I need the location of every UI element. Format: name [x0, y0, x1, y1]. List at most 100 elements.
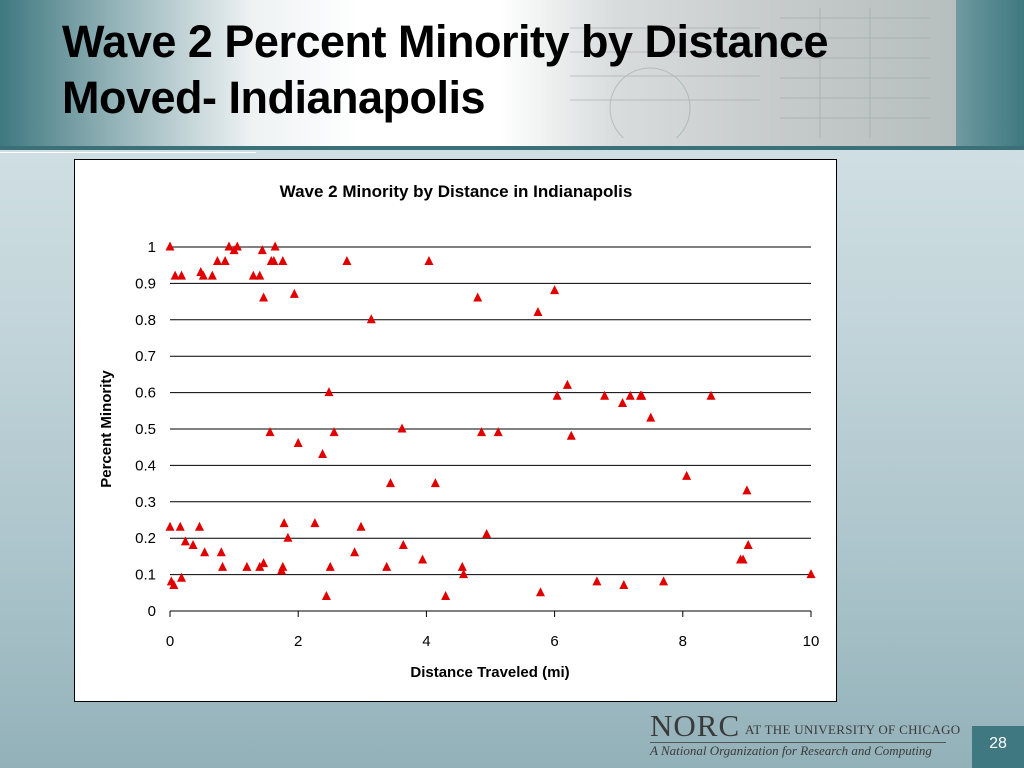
data-point [738, 554, 748, 564]
data-point [321, 590, 331, 600]
slide-title-line-1: Wave 2 Percent Minority by Distance [62, 16, 829, 67]
x-tick-label: 4 [422, 633, 430, 650]
header-collage-image [500, 0, 960, 146]
data-point [482, 529, 492, 539]
data-point [493, 427, 503, 437]
y-tick-label: 0.6 [135, 385, 156, 402]
data-point [742, 485, 752, 495]
y-axis-ticks: 0 0.1 0.2 0.3 0.4 0.5 0.6 0.7 0.8 0.9 1 [135, 239, 156, 620]
data-point [430, 478, 440, 488]
data-point [637, 390, 647, 400]
data-point [218, 561, 228, 571]
data-point [259, 292, 269, 302]
data-point [310, 518, 320, 528]
data-point [188, 539, 198, 549]
y-tick-label: 0.5 [135, 421, 156, 438]
data-point [216, 547, 226, 557]
slide-header: Wave 2 Percent Minority by Distance Move… [0, 0, 1024, 146]
data-point [550, 285, 560, 295]
data-point [165, 241, 175, 251]
y-tick-label: 0.7 [135, 348, 156, 365]
data-point [441, 590, 451, 600]
data-point [200, 547, 210, 557]
y-tick-label: 0.9 [135, 275, 156, 292]
data-point [170, 270, 180, 280]
gridlines [170, 246, 811, 576]
header-right-bar [956, 0, 1024, 146]
data-point [293, 438, 303, 448]
data-point [659, 576, 669, 586]
header-divider [0, 146, 1024, 150]
data-point [350, 547, 360, 557]
slide-title-line-2: Moved- Indianapolis [62, 72, 486, 123]
chart-title: Wave 2 Minority by Distance in Indianapo… [280, 182, 633, 201]
data-point [257, 245, 267, 255]
data-point [356, 521, 366, 531]
norc-tagline: A National Organization for Research and… [650, 743, 932, 758]
data-point [625, 390, 635, 400]
data-point [278, 256, 288, 266]
header-collage-lines [570, 8, 930, 138]
data-point [224, 241, 234, 251]
page-number: 28 [972, 726, 1024, 768]
data-point [592, 576, 602, 586]
data-point [165, 521, 175, 531]
scatter-plot: Wave 2 Minority by Distance in Indianapo… [98, 182, 820, 681]
data-point [473, 292, 483, 302]
data-point [618, 398, 628, 408]
data-point [289, 288, 299, 298]
data-point [533, 307, 543, 317]
data-markers [165, 241, 816, 600]
data-point [398, 539, 408, 549]
data-point [706, 390, 716, 400]
data-point [562, 379, 572, 389]
data-point [255, 270, 265, 280]
data-point [566, 430, 576, 440]
header-gradient [0, 0, 360, 146]
data-point [169, 580, 179, 590]
x-tick-label: 2 [294, 633, 302, 650]
data-point [198, 270, 208, 280]
data-point [366, 314, 376, 324]
data-point [177, 270, 187, 280]
data-point [248, 270, 258, 280]
y-tick-label: 0.8 [135, 312, 156, 329]
x-tick-label: 6 [550, 633, 558, 650]
data-point [180, 536, 190, 546]
data-point [743, 539, 753, 549]
data-point [397, 423, 407, 433]
data-point [342, 256, 352, 266]
data-point [477, 427, 487, 437]
y-tick-label: 1 [148, 239, 156, 256]
y-tick-label: 0.2 [135, 530, 156, 547]
data-point [283, 532, 293, 542]
data-point [806, 569, 816, 579]
data-point [552, 390, 562, 400]
data-point [386, 478, 396, 488]
data-point [329, 427, 339, 437]
data-point [278, 561, 288, 571]
x-tick-label: 8 [679, 633, 687, 650]
data-point [265, 427, 275, 437]
data-point [424, 256, 434, 266]
data-point [259, 558, 269, 568]
norc-affiliation: AT THE UNIVERSITY OF CHICAGO [745, 722, 961, 737]
y-tick-label: 0.1 [135, 567, 156, 584]
x-axis-ticks: 0 2 4 6 8 10 [166, 611, 820, 650]
data-point [279, 518, 289, 528]
norc-wordmark: NORC [650, 708, 741, 743]
x-tick-label: 0 [166, 633, 174, 650]
data-point [459, 569, 469, 579]
slide-title: Wave 2 Percent Minority by Distance Move… [62, 14, 829, 126]
data-point [269, 256, 279, 266]
data-point [418, 554, 428, 564]
data-point [457, 561, 467, 571]
chart-container: Wave 2 Minority by Distance in Indianapo… [74, 159, 837, 702]
data-point [324, 387, 334, 397]
data-point [646, 412, 656, 422]
data-point [682, 470, 692, 480]
data-point [232, 241, 242, 251]
y-tick-label: 0 [148, 603, 156, 620]
data-point [619, 580, 629, 590]
x-tick-label: 10 [803, 633, 820, 650]
